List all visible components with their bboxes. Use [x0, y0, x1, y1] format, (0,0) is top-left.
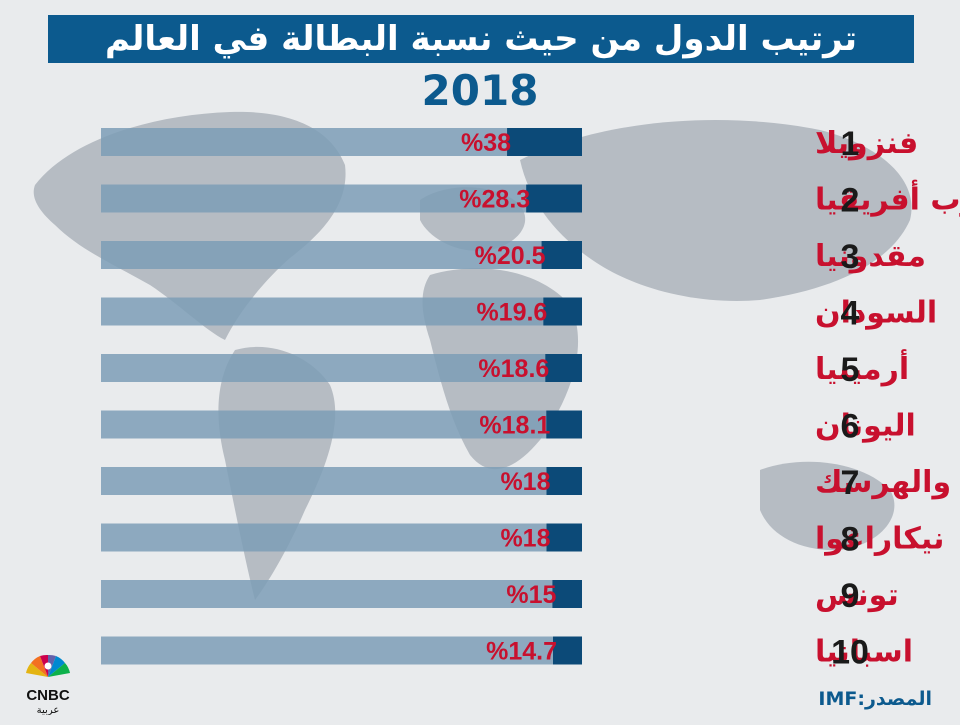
data-label: %19.6 — [476, 299, 547, 327]
bar — [546, 410, 582, 439]
rank-label: 3 — [841, 238, 860, 276]
bar — [507, 128, 582, 156]
category-label: أرمينيا — [815, 349, 909, 387]
bar — [541, 241, 582, 269]
category-label: جنوب أفريقيا — [815, 180, 960, 218]
rank-label: 8 — [841, 521, 860, 559]
rank-label: 5 — [841, 351, 860, 389]
data-label: %14.7 — [486, 638, 557, 666]
rank-label: 1 — [841, 125, 860, 163]
bar — [543, 297, 582, 326]
bar-track — [101, 297, 582, 326]
bar-track — [101, 410, 582, 439]
bar-track — [101, 184, 582, 213]
bar-track — [101, 241, 582, 269]
category-label: تونس — [815, 578, 899, 613]
cnbc-logo: CNBC عربية — [26, 654, 70, 715]
chart-subtitle: 2018 — [421, 66, 539, 115]
data-label: %18 — [500, 525, 550, 553]
bar-track — [101, 354, 582, 382]
bar — [546, 523, 582, 552]
bar — [552, 580, 582, 608]
rank-label: 6 — [841, 408, 860, 446]
category-label: مقدونيا — [815, 239, 926, 274]
category-label: فنزويلا — [815, 126, 918, 161]
category-label: السودان — [815, 296, 937, 331]
source-note: المصدر:IMF — [818, 688, 932, 710]
bar — [526, 184, 582, 213]
rank-label: 9 — [841, 577, 860, 615]
data-label: %18.1 — [479, 412, 550, 440]
data-label: %28.3 — [459, 186, 530, 214]
data-label: %18.6 — [478, 355, 549, 383]
cnbc-logo-subtext: عربية — [37, 705, 60, 715]
category-label: البوسنة والهرسك — [815, 465, 960, 500]
rank-label: 10 — [831, 634, 869, 672]
data-label: %38 — [461, 129, 511, 157]
category-label: نيكاراغوا — [815, 522, 944, 557]
rank-label: 2 — [841, 182, 860, 220]
data-label: %20.5 — [475, 242, 546, 270]
bar-track — [101, 636, 582, 665]
bar — [545, 354, 582, 382]
data-label: %18 — [500, 468, 550, 496]
bar-track — [101, 523, 582, 552]
category-label: اليونان — [815, 409, 916, 444]
source-value: IMF — [818, 688, 858, 710]
cnbc-logo-text: CNBC — [26, 687, 69, 704]
rank-label: 7 — [841, 464, 860, 502]
rank-label: 4 — [841, 295, 860, 333]
data-label: %15 — [506, 581, 556, 609]
bar — [546, 467, 582, 495]
bar-track — [101, 128, 582, 156]
bar — [553, 636, 582, 665]
category-label: اسبانيا — [815, 635, 913, 670]
bar-track — [101, 580, 582, 608]
bar-track — [101, 467, 582, 495]
chart-title: ترتيب الدول من حيث نسبة البطالة في العال… — [48, 15, 914, 63]
source-label: المصدر: — [857, 688, 932, 710]
